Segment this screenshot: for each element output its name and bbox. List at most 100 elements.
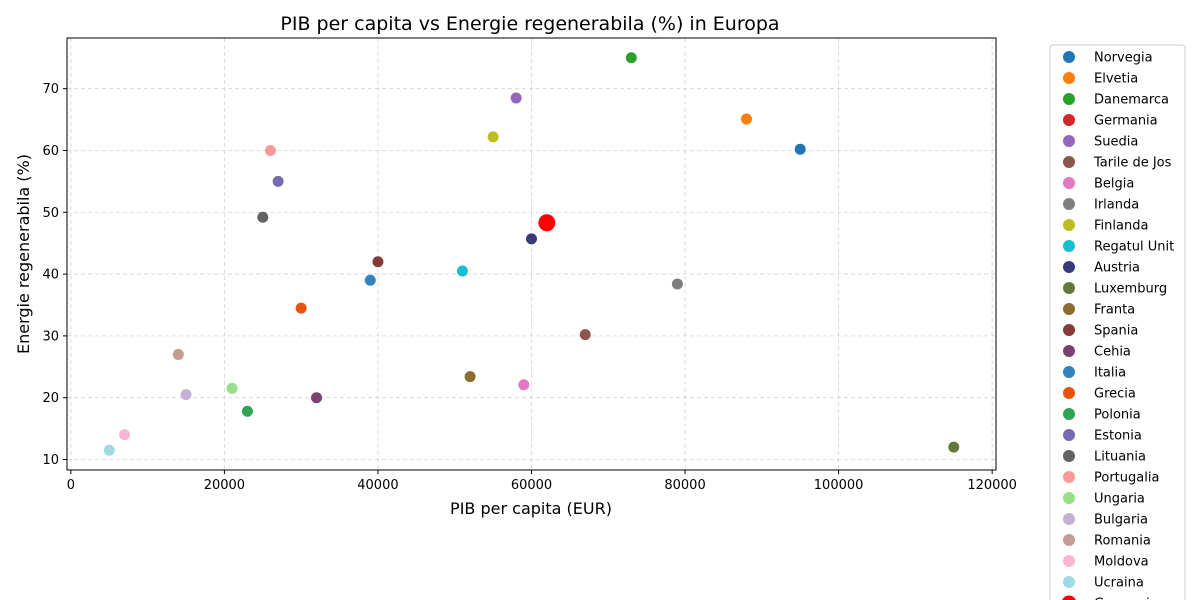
data-point-spania: [372, 256, 383, 267]
data-point-tarile-de-jos: [580, 329, 591, 340]
data-point-italia: [365, 275, 376, 286]
data-point-danemarca: [626, 52, 637, 63]
legend-label: Germania: [1094, 597, 1158, 600]
legend-label: Finlanda: [1094, 219, 1148, 234]
legend-label: Belgia: [1094, 177, 1134, 192]
legend: Norvegia Elvetia Danemarca Germania Suedia Ta…: [1050, 45, 1185, 600]
legend-label: Suedia: [1094, 135, 1138, 150]
x-tick-label: 0: [67, 478, 75, 493]
data-point-ungaria: [227, 383, 238, 394]
legend-marker: [1063, 450, 1075, 462]
legend-label: Bulgaria: [1094, 513, 1148, 528]
legend-marker: [1063, 177, 1075, 189]
y-tick-label: 30: [42, 329, 59, 344]
legend-marker: [1063, 429, 1075, 441]
chart-title: PIB per capita vs Energie regenerabila (…: [280, 13, 779, 35]
data-point-austria: [526, 233, 537, 244]
data-point-franta: [465, 371, 476, 382]
x-tick-label: 40000: [357, 478, 398, 493]
legend-marker: [1063, 345, 1075, 357]
legend-label: Portugalia: [1094, 471, 1159, 486]
legend-label: Irlanda: [1094, 198, 1139, 213]
legend-label: Austria: [1094, 261, 1140, 276]
legend-label: Polonia: [1094, 408, 1141, 423]
data-point-cehia: [311, 392, 322, 403]
data-point-bulgaria: [181, 389, 192, 400]
data-point-ucraina: [104, 445, 115, 456]
legend-label: Germania: [1094, 114, 1158, 129]
legend-marker: [1063, 366, 1075, 378]
y-tick-label: 50: [42, 206, 59, 221]
legend-label: Tarile de Jos: [1093, 156, 1172, 171]
data-point-polonia: [242, 406, 253, 417]
data-point-luxemburg: [948, 442, 959, 453]
x-tick-label: 120000: [967, 478, 1017, 493]
x-tick-label: 20000: [204, 478, 245, 493]
y-tick-label: 60: [42, 144, 59, 159]
legend-marker: [1063, 303, 1075, 315]
legend-marker: [1063, 114, 1075, 126]
legend-marker: [1063, 219, 1075, 231]
x-axis-title: PIB per capita (EUR): [450, 499, 612, 518]
legend-marker: [1063, 72, 1075, 84]
y-tick-label: 10: [42, 453, 59, 468]
y-tick-label: 40: [42, 268, 59, 283]
legend-label: Moldova: [1094, 555, 1149, 570]
legend-marker: [1063, 492, 1075, 504]
data-point-irlanda: [672, 278, 683, 289]
x-tick-label: 60000: [511, 478, 552, 493]
legend-marker: [1063, 576, 1075, 588]
data-point-belgia: [518, 379, 529, 390]
data-point-grecia: [296, 303, 307, 314]
legend-marker: [1063, 198, 1075, 210]
legend-label: Grecia: [1094, 387, 1136, 402]
legend-marker: [1063, 135, 1075, 147]
legend-label: Cehia: [1094, 345, 1131, 360]
data-point-estonia: [273, 176, 284, 187]
legend-label: Romania: [1094, 534, 1151, 549]
legend-label: Franta: [1094, 303, 1135, 318]
data-point-regatul-unit: [457, 265, 468, 276]
legend-label: Norvegia: [1094, 51, 1153, 66]
data-point-romania: [173, 349, 184, 360]
data-point-elvetia: [741, 113, 752, 124]
legend-marker: [1063, 93, 1075, 105]
legend-label: Luxemburg: [1094, 282, 1167, 297]
legend-marker: [1063, 240, 1075, 252]
legend-label: Lituania: [1094, 450, 1146, 465]
legend-label: Estonia: [1094, 429, 1142, 444]
legend-label: Elvetia: [1094, 72, 1138, 87]
legend-marker: [1063, 555, 1075, 567]
legend-label: Danemarca: [1094, 93, 1169, 108]
legend-marker: [1063, 513, 1075, 525]
legend-marker: [1063, 534, 1075, 546]
x-tick-label: 100000: [814, 478, 864, 493]
legend-marker: [1063, 51, 1075, 63]
y-tick-label: 20: [42, 391, 59, 406]
legend-label: Ungaria: [1094, 492, 1145, 507]
grid: [67, 38, 996, 470]
data-point-moldova: [119, 429, 130, 440]
y-tick-label: 70: [42, 82, 59, 97]
legend-marker: [1063, 324, 1075, 336]
legend-label: Ucraina: [1094, 576, 1144, 591]
data-point-portugalia: [265, 145, 276, 156]
legend-marker: [1063, 471, 1075, 483]
data-point-norvegia: [795, 144, 806, 155]
data-point-lituania: [257, 212, 268, 223]
legend-marker: [1063, 282, 1075, 294]
legend-marker: [1063, 156, 1075, 168]
legend-marker: [1063, 261, 1075, 273]
x-tick-label: 80000: [664, 478, 705, 493]
legend-label: Italia: [1094, 366, 1126, 381]
legend-marker: [1063, 387, 1075, 399]
legend-marker: [1063, 408, 1075, 420]
highlighted-point-germania: [538, 214, 555, 231]
data-point-finlanda: [488, 131, 499, 142]
legend-label: Spania: [1094, 324, 1138, 339]
data-point-suedia: [511, 92, 522, 103]
axis-ticks: 0 20000 40000 60000 80000 100000 120000 10 20 30 4…: [42, 82, 1017, 493]
legend-label: Regatul Unit: [1094, 240, 1174, 255]
y-axis-title: Energie regenerabila (%): [14, 154, 33, 354]
